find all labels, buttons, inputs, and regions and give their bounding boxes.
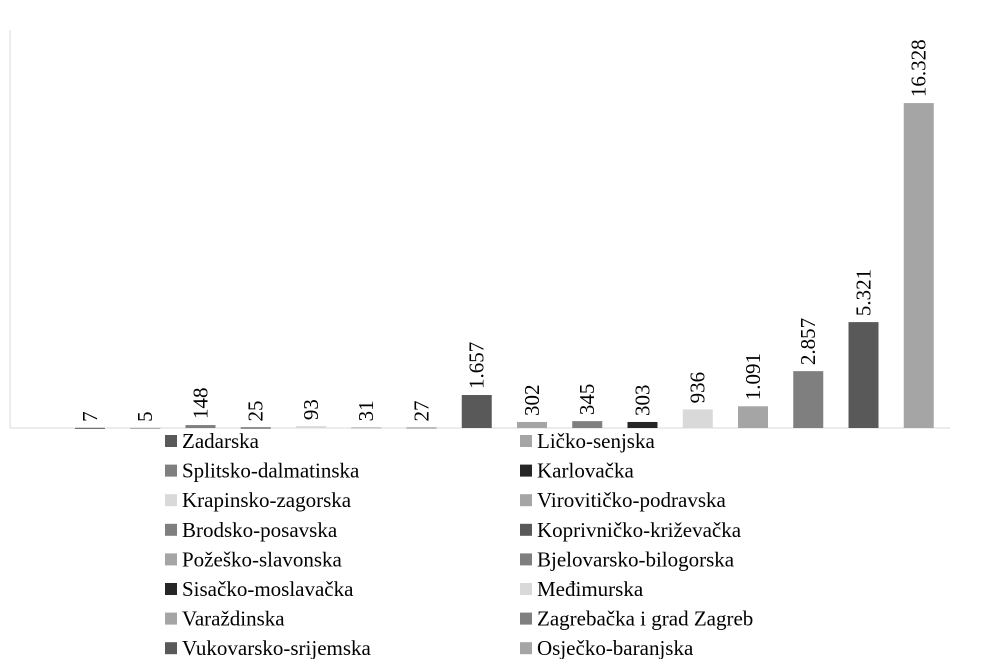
bar xyxy=(185,425,216,428)
bar xyxy=(296,426,326,428)
legend-swatch xyxy=(165,612,177,625)
legend-swatch xyxy=(165,553,177,566)
legend-label: Krapinsko-zagorska xyxy=(182,488,352,512)
bar xyxy=(406,427,437,429)
data-label: 936 xyxy=(686,372,710,404)
legend-swatch xyxy=(520,435,532,447)
data-label: 31 xyxy=(354,400,378,421)
data-label: 25 xyxy=(244,401,268,422)
data-label: 16.328 xyxy=(907,39,931,97)
data-label: 93 xyxy=(299,399,323,420)
legend-label: Brodsko-posavska xyxy=(182,518,338,542)
legend-label: Koprivničko-križevačka xyxy=(537,518,742,542)
legend-swatch xyxy=(165,435,177,447)
legend-label: Ličko-senjska xyxy=(537,429,655,453)
legend-swatch xyxy=(165,464,177,477)
bar xyxy=(517,421,547,428)
legend-swatch xyxy=(520,612,532,625)
legend-swatch xyxy=(165,583,177,595)
data-label: 1.091 xyxy=(741,353,765,400)
legend-label: Međimurska xyxy=(537,577,644,601)
bar xyxy=(793,371,824,428)
bar xyxy=(240,427,271,429)
bar xyxy=(627,421,658,428)
legend-label: Karlovačka xyxy=(537,459,634,483)
bar xyxy=(75,427,105,429)
bar xyxy=(461,395,492,428)
legend-swatch xyxy=(520,494,532,507)
data-label: 7 xyxy=(78,411,102,422)
legend-swatch xyxy=(165,494,177,507)
bar xyxy=(130,427,161,429)
legend-label: Bjelovarsko-bilogorska xyxy=(537,547,735,571)
legend-label: Virovitičko-podravska xyxy=(537,488,727,512)
bar xyxy=(351,427,382,429)
legend-label: Zagrebačka i grad Zagreb xyxy=(537,607,753,631)
legend-label: Vukovarsko-srijemska xyxy=(182,636,372,659)
legend-label: Zadarska xyxy=(182,429,260,453)
legend-label: Sisačko-moslavačka xyxy=(182,577,354,601)
data-label: 148 xyxy=(189,388,213,420)
legend-swatch xyxy=(520,642,532,655)
legend-swatch xyxy=(520,583,532,595)
data-label: 1.657 xyxy=(465,342,489,389)
data-label: 303 xyxy=(631,384,655,416)
data-label: 27 xyxy=(410,400,434,421)
legend-swatch xyxy=(520,523,532,536)
data-label: 5.321 xyxy=(852,269,876,316)
legend-swatch xyxy=(520,464,532,477)
data-label: 5 xyxy=(133,411,157,422)
legend-label: Splitsko-dalmatinska xyxy=(182,459,360,483)
data-label: 302 xyxy=(520,384,544,416)
legend-swatch xyxy=(165,523,177,536)
bar xyxy=(903,103,934,428)
bar xyxy=(738,406,768,428)
bar xyxy=(682,409,713,428)
legend-label: Požeško-slavonska xyxy=(182,547,342,571)
legend-label: Varaždinska xyxy=(182,607,285,631)
legend-swatch xyxy=(520,553,532,566)
bar xyxy=(848,322,879,428)
data-label: 345 xyxy=(575,384,599,416)
data-label: 2.857 xyxy=(796,318,820,365)
bar xyxy=(572,421,603,428)
legend-label: Osječko-baranjska xyxy=(537,636,694,659)
legend-swatch xyxy=(165,642,177,655)
